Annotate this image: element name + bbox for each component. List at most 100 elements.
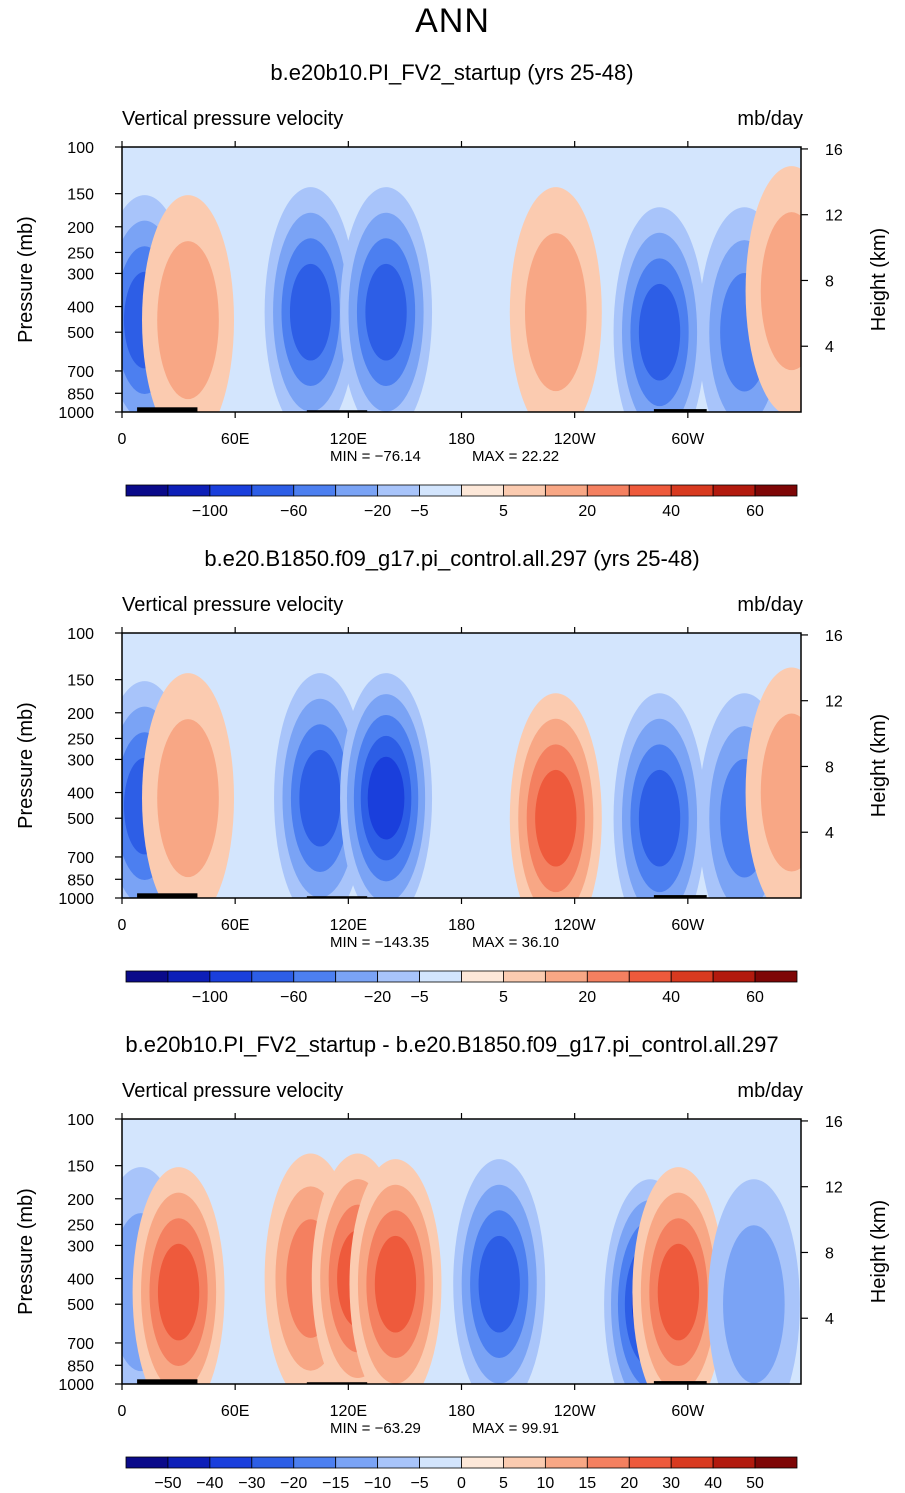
x-tick-label: 120E bbox=[330, 431, 367, 448]
heatmap-field bbox=[122, 633, 801, 898]
height-tick-label: 12 bbox=[825, 1180, 843, 1197]
colorbar-box bbox=[167, 484, 211, 497]
pressure-tick-label: 850 bbox=[67, 872, 94, 889]
contour-level bbox=[157, 1243, 200, 1341]
pressure-tick-label: 300 bbox=[67, 266, 94, 283]
colorbar-box bbox=[712, 484, 756, 497]
height-tick-label: 16 bbox=[825, 142, 843, 159]
colorbar-label: 30 bbox=[662, 1475, 680, 1492]
colorbar-box bbox=[377, 484, 420, 497]
topography bbox=[306, 1382, 368, 1384]
height-tick-label: 8 bbox=[825, 273, 834, 290]
pressure-tick-label: 700 bbox=[67, 1336, 94, 1353]
units-label: mb/day bbox=[737, 1080, 803, 1102]
contour-level bbox=[760, 212, 801, 371]
pressure-tick-label: 300 bbox=[67, 752, 94, 769]
colorbar-box bbox=[209, 970, 253, 983]
x-tick-label: 120E bbox=[330, 917, 367, 934]
height-tick-label: 8 bbox=[825, 1245, 834, 1262]
topography bbox=[137, 407, 198, 412]
colorbar-box bbox=[167, 970, 211, 983]
x-tick-label: 60E bbox=[221, 431, 249, 448]
colorbar-box bbox=[754, 970, 798, 983]
topography bbox=[137, 1379, 198, 1384]
height-tick-label: 16 bbox=[825, 1114, 843, 1131]
contour-level bbox=[525, 233, 587, 392]
pressure-tick-label: 250 bbox=[67, 731, 94, 748]
colorbar-label: 5 bbox=[499, 989, 508, 1006]
colorbar-box bbox=[377, 970, 420, 983]
colorbar-box bbox=[628, 484, 672, 497]
pressure-tick-label: 700 bbox=[67, 850, 94, 867]
pressure-tick-label: 500 bbox=[67, 325, 94, 342]
contour-level bbox=[760, 713, 801, 872]
colorbar-box bbox=[586, 1456, 630, 1469]
colorbar-label: 40 bbox=[704, 1475, 722, 1492]
colorbar-box bbox=[419, 1456, 462, 1469]
colorbar-label: 50 bbox=[746, 1475, 764, 1492]
height-tick-label: 4 bbox=[825, 1311, 834, 1328]
x-tick-label: 180 bbox=[448, 431, 475, 448]
colorbar-box bbox=[419, 484, 462, 497]
height-tick-label: 16 bbox=[825, 628, 843, 645]
colorbar-label: −5 bbox=[410, 1475, 428, 1492]
colorbar-label: 60 bbox=[746, 989, 764, 1006]
colorbar-box bbox=[586, 970, 630, 983]
pressure-tick-label: 850 bbox=[67, 1358, 94, 1375]
variable-label: Vertical pressure velocity bbox=[122, 108, 343, 130]
pressure-tick-label: 1000 bbox=[58, 405, 94, 422]
x-tick-label: 60W bbox=[671, 917, 705, 934]
colorbar-box bbox=[461, 484, 504, 497]
contour-level bbox=[478, 1235, 520, 1333]
pressure-tick-label: 150 bbox=[67, 1159, 94, 1176]
x-tick-label: 60W bbox=[671, 431, 705, 448]
height-tick-label: 4 bbox=[825, 339, 834, 356]
height-tick-label: 12 bbox=[825, 694, 843, 711]
x-tick-label: 0 bbox=[118, 917, 127, 934]
colorbar-box bbox=[544, 484, 588, 497]
colorbar-box bbox=[293, 1456, 337, 1469]
panel-title: b.e20b10.PI_FV2_startup (yrs 25-48) bbox=[270, 60, 633, 85]
colorbar-label: 40 bbox=[662, 989, 680, 1006]
colorbar-label: −100 bbox=[192, 989, 228, 1006]
x-tick-label: 60E bbox=[221, 917, 249, 934]
colorbar-label: −20 bbox=[280, 1475, 307, 1492]
height-tick-label: 8 bbox=[825, 759, 834, 776]
colorbar-box bbox=[293, 970, 337, 983]
x-tick-label: 120W bbox=[554, 1403, 597, 1420]
contour-level bbox=[299, 749, 341, 847]
topography bbox=[653, 895, 707, 898]
min-label: MIN = −143.35 bbox=[330, 934, 429, 951]
colorbar-box bbox=[503, 970, 546, 983]
max-label: MAX = 36.10 bbox=[472, 934, 559, 951]
colorbar-box bbox=[712, 970, 756, 983]
contour-level bbox=[365, 263, 407, 361]
colorbar-box bbox=[628, 970, 672, 983]
pressure-tick-label: 300 bbox=[67, 1238, 94, 1255]
contour-level bbox=[367, 756, 405, 840]
pressure-tick-label: 100 bbox=[67, 626, 94, 643]
x-tick-label: 0 bbox=[118, 1403, 127, 1420]
contour-level bbox=[657, 1243, 700, 1341]
contour-level bbox=[535, 769, 577, 867]
pressure-tick-label: 500 bbox=[67, 811, 94, 828]
colorbar-box bbox=[670, 484, 714, 497]
colorbar-box bbox=[544, 970, 588, 983]
pressure-tick-label: 400 bbox=[67, 1272, 94, 1289]
colorbar-box bbox=[335, 970, 379, 983]
colorbar-box bbox=[167, 1456, 211, 1469]
colorbar-label: −40 bbox=[196, 1475, 223, 1492]
pressure-tick-label: 200 bbox=[67, 706, 94, 723]
pressure-tick-label: 200 bbox=[67, 1192, 94, 1209]
topography bbox=[137, 893, 198, 898]
colorbar-label: −20 bbox=[364, 503, 391, 520]
x-tick-label: 120E bbox=[330, 1403, 367, 1420]
min-label: MIN = −63.29 bbox=[330, 1420, 421, 1437]
pressure-tick-label: 400 bbox=[67, 786, 94, 803]
pressure-tick-label: 100 bbox=[67, 140, 94, 157]
contour-level bbox=[374, 1235, 417, 1333]
colorbar-box bbox=[544, 1456, 588, 1469]
topography bbox=[306, 896, 368, 898]
page-title: ANN bbox=[415, 2, 490, 40]
